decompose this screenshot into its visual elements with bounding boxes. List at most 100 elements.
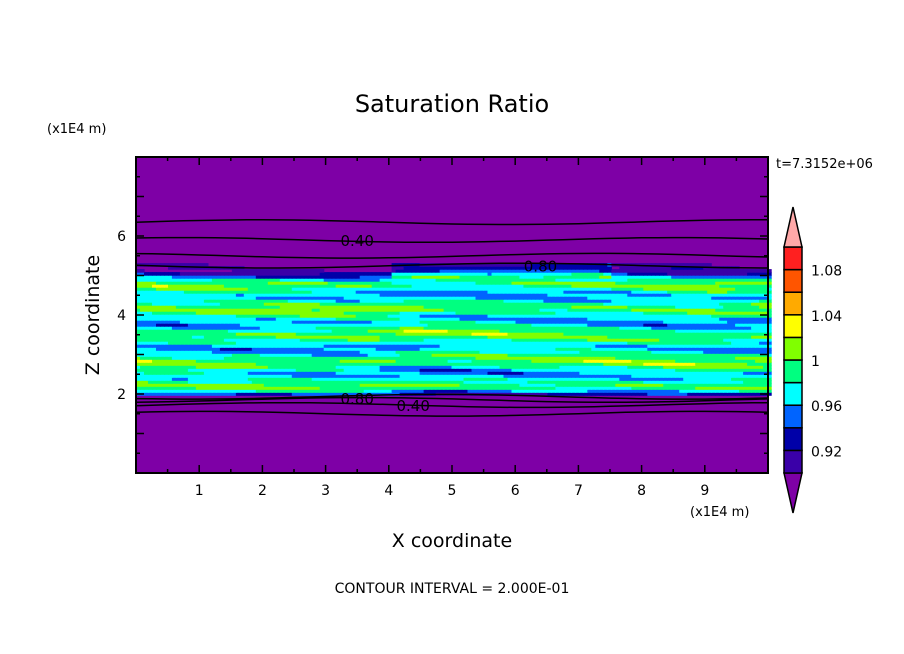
- field-cell: [148, 359, 153, 363]
- field-cell: [611, 380, 616, 384]
- field-cell: [295, 383, 301, 387]
- field-cell: [751, 359, 756, 363]
- field-cell: [215, 311, 221, 315]
- field-cell: [527, 305, 532, 309]
- field-cell: [567, 356, 572, 360]
- field-cell: [579, 368, 584, 372]
- field-cell: [463, 377, 469, 381]
- field-cell: [355, 335, 361, 339]
- field-cell: [231, 302, 237, 306]
- field-cell: [747, 338, 752, 342]
- field-cell: [719, 335, 724, 339]
- field-cell: [747, 350, 752, 354]
- field-cell: [763, 329, 768, 333]
- field-cell: [399, 317, 405, 321]
- field-cell: [683, 362, 688, 366]
- field-cell: [687, 341, 692, 345]
- field-cell: [243, 308, 249, 312]
- field-cell: [319, 350, 325, 354]
- field-cell: [515, 338, 521, 342]
- field-cell: [703, 326, 708, 330]
- field-cell: [523, 344, 528, 348]
- field-cell: [363, 335, 369, 339]
- field-cell: [235, 323, 241, 327]
- field-cell: [511, 332, 517, 336]
- field-cell: [251, 386, 257, 390]
- field-cell: [615, 305, 620, 309]
- field-cell: [551, 377, 556, 381]
- field-cell: [299, 368, 305, 372]
- field-cell: [215, 302, 221, 306]
- field-cell: [723, 362, 728, 366]
- field-cell: [539, 302, 544, 306]
- field-cell: [675, 311, 680, 315]
- field-cell: [275, 344, 281, 348]
- field-cell: [531, 302, 536, 306]
- field-cell: [579, 365, 584, 369]
- field-cell: [563, 389, 568, 393]
- field-cell: [571, 302, 576, 306]
- field-cell: [235, 374, 241, 378]
- field-cell: [451, 371, 457, 375]
- field-cell: [535, 332, 540, 336]
- field-cell: [247, 332, 253, 336]
- field-cell: [475, 368, 481, 372]
- field-cell: [635, 368, 640, 372]
- field-cell: [507, 320, 513, 324]
- field-cell: [411, 347, 417, 351]
- field-cell: [667, 371, 672, 375]
- field-cell: [140, 323, 145, 327]
- field-cell: [759, 320, 764, 324]
- field-cell: [463, 365, 469, 369]
- field-cell: [723, 380, 728, 384]
- field-cell: [191, 356, 197, 360]
- field-cell: [519, 371, 524, 375]
- field-cell: [531, 341, 536, 345]
- field-cell: [647, 332, 652, 336]
- field-cell: [427, 359, 433, 363]
- field-cell: [447, 320, 453, 324]
- field-cell: [347, 335, 353, 339]
- field-cell: [199, 302, 205, 306]
- field-cell: [439, 344, 445, 348]
- field-cell: [503, 377, 509, 381]
- field-cell: [651, 323, 656, 327]
- field-cell: [611, 353, 616, 357]
- field-cell: [287, 362, 293, 366]
- field-cell: [539, 314, 544, 318]
- field-cell: [136, 347, 141, 351]
- field-cell: [199, 305, 205, 309]
- field-cell: [327, 359, 333, 363]
- field-cell: [479, 347, 485, 351]
- field-cell: [755, 374, 760, 378]
- field-cell: [527, 365, 532, 369]
- field-cell: [164, 335, 169, 339]
- field-cell: [287, 314, 293, 318]
- field-cell: [723, 356, 728, 360]
- field-cell: [703, 392, 708, 396]
- field-cell: [191, 353, 197, 357]
- field-cell: [727, 341, 732, 345]
- field-cell: [615, 311, 620, 315]
- field-cell: [707, 329, 712, 333]
- field-cell: [743, 305, 748, 309]
- field-cell: [643, 329, 648, 333]
- field-cell: [515, 302, 521, 306]
- field-cell: [259, 338, 265, 342]
- field-cell: [431, 314, 437, 318]
- field-cell: [723, 338, 728, 342]
- field-cell: [275, 356, 281, 360]
- field-cell: [375, 392, 381, 396]
- field-cell: [403, 305, 409, 309]
- field-cell: [691, 359, 696, 363]
- field-cell: [591, 374, 596, 378]
- field-cell: [571, 365, 576, 369]
- field-cell: [515, 326, 521, 330]
- field-cell: [255, 362, 261, 366]
- field-cell: [136, 311, 141, 315]
- field-cell: [164, 383, 169, 387]
- field-cell: [431, 335, 437, 339]
- field-cell: [503, 308, 509, 312]
- field-cell: [451, 305, 457, 309]
- field-cell: [187, 356, 193, 360]
